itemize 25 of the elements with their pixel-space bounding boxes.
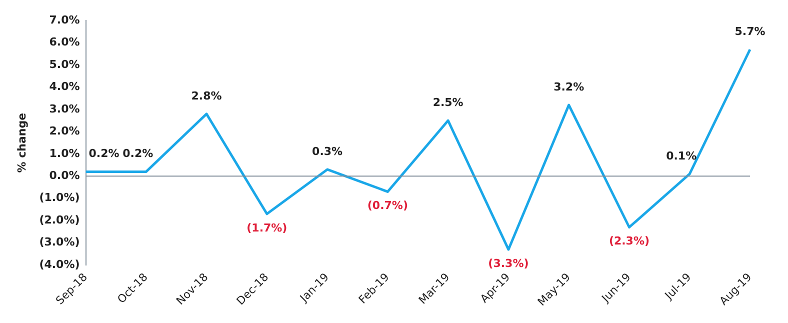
data-label: (0.7%) xyxy=(367,199,408,212)
y-tick-label: 6.0% xyxy=(49,36,80,49)
y-tick-label: (1.0%) xyxy=(39,191,80,204)
y-tick-label: (4.0%) xyxy=(39,258,80,271)
data-label: 0.2% xyxy=(88,147,120,160)
data-label: 0.1% xyxy=(666,149,697,162)
data-label: (1.7%) xyxy=(246,221,288,234)
y-axis-title: % change xyxy=(15,112,28,173)
y-tick-label: (2.0%) xyxy=(39,213,80,226)
data-label: 0.3% xyxy=(312,144,343,158)
y-tick-label: 1.0% xyxy=(49,146,80,160)
data-label: (2.3%) xyxy=(608,234,650,248)
y-tick-label: 7.0% xyxy=(49,13,80,26)
data-label: (3.3%) xyxy=(488,256,529,270)
y-tick-label: 4.0% xyxy=(49,80,80,94)
data-label: 3.2% xyxy=(554,80,584,94)
data-label: 5.7% xyxy=(734,24,766,38)
y-tick-label: 5.0% xyxy=(49,58,80,71)
y-tick-label: 0.0% xyxy=(49,169,80,182)
y-tick-label: (3.0%) xyxy=(39,236,80,249)
data-label: 0.2% xyxy=(122,147,154,160)
y-tick-label: 2.0% xyxy=(49,124,80,138)
data-label: 2.5% xyxy=(432,96,464,109)
data-label: 2.8% xyxy=(191,89,222,102)
y-tick-label: 3.0% xyxy=(49,102,80,116)
